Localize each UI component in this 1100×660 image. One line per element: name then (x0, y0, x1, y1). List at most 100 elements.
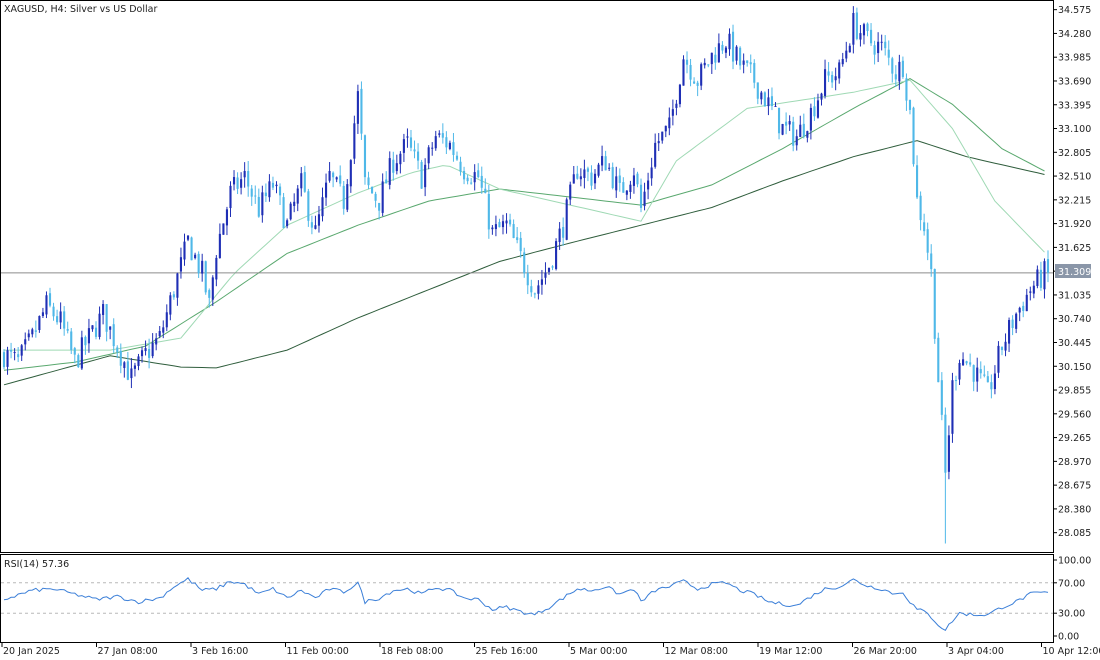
candle-body (87, 328, 90, 344)
time-tick-label: 19 Mar 12:00 (759, 646, 822, 657)
price-tick-label: 30.740 (1058, 314, 1091, 325)
candle-body (671, 109, 674, 116)
candle-body (565, 199, 568, 240)
candle-body (572, 174, 575, 184)
candle-body (678, 84, 682, 105)
candle-body (335, 177, 338, 180)
candle-body (756, 82, 759, 99)
candle-body (654, 142, 657, 167)
candle-body (735, 46, 738, 61)
candle-body (480, 175, 483, 188)
candle-body (392, 159, 395, 173)
candle-body (930, 253, 933, 270)
candle-body (225, 209, 229, 226)
candle-body (622, 182, 625, 193)
rsi-line (3, 577, 1049, 631)
candle-body (91, 325, 94, 330)
candle-body (823, 69, 827, 96)
candle-body (169, 295, 172, 315)
candle-body (650, 167, 653, 179)
candle-body (59, 311, 62, 323)
candle-body (324, 182, 328, 198)
candle-body (215, 257, 218, 280)
rsi-tick-label: 0.00 (1058, 632, 1079, 643)
candle-body (98, 313, 101, 337)
candle-body (257, 196, 260, 217)
candle-body (512, 224, 515, 238)
candle-body (84, 336, 87, 346)
candle-body (586, 168, 589, 172)
candle-body (979, 369, 982, 374)
candle-body (958, 362, 961, 380)
candle-body (884, 41, 887, 49)
candle-body (268, 181, 271, 198)
price-tick-label: 34.575 (1058, 5, 1091, 16)
candle-body (10, 350, 13, 352)
time-tick-label: 10 Apr 12:00 (1043, 646, 1100, 657)
candle-body (986, 376, 989, 383)
candle-body (523, 252, 526, 274)
candle-body (834, 76, 837, 81)
rsi-tick-label: 30.00 (1058, 609, 1085, 620)
candle-body (204, 261, 207, 293)
candle-body (951, 380, 954, 434)
current-price-tag (1055, 264, 1091, 278)
candle-body (190, 237, 193, 261)
candle-body (162, 327, 165, 333)
candle-body (969, 362, 972, 365)
candle-body (126, 361, 129, 380)
candle-body (604, 156, 607, 171)
candle-body (2, 352, 6, 368)
candle-body (201, 260, 204, 274)
candle-body (873, 45, 876, 55)
candle-body (123, 362, 126, 368)
candle-body (342, 185, 345, 209)
candle-body (717, 43, 720, 63)
candle-body (1008, 320, 1011, 344)
candle-body (816, 100, 820, 118)
candle-body (70, 331, 73, 350)
candle-body (962, 359, 965, 366)
candle-body (441, 133, 444, 138)
candle-body (289, 203, 292, 220)
candle-body (1018, 307, 1021, 313)
candle-body (34, 330, 37, 332)
candle-body (944, 414, 947, 473)
price-tick-label: 31.920 (1058, 219, 1091, 230)
candle-body (576, 173, 579, 179)
candle-body (696, 82, 699, 86)
candle-body (179, 257, 183, 272)
candle-body (186, 235, 190, 240)
candle-body (431, 147, 434, 149)
candle-body (693, 81, 696, 84)
candle-body (232, 177, 236, 185)
candlestick-series (2, 6, 1050, 544)
chart-title: XAGUSD, H4: Silver vs US Dollar (4, 4, 157, 15)
candle-body (831, 74, 834, 83)
candle-body (555, 241, 558, 269)
candle-body (990, 382, 993, 390)
candle-body (349, 160, 352, 187)
candle-body (278, 186, 282, 196)
candle-body (286, 220, 289, 227)
candle-body (20, 345, 23, 356)
candle-body (703, 62, 706, 66)
candle-body (898, 61, 901, 82)
candle-body (197, 253, 200, 274)
price-tick-label: 33.395 (1058, 100, 1091, 111)
candle-body (27, 333, 30, 338)
candle-body (905, 78, 908, 101)
candle-body (919, 195, 922, 221)
candle-body (802, 123, 805, 137)
candle-body (466, 177, 469, 182)
candle-body (731, 31, 735, 62)
candle-body (954, 380, 958, 382)
candle-body (41, 312, 44, 316)
time-tick-label: 27 Jan 08:00 (98, 646, 158, 657)
candle-body (328, 171, 331, 181)
candle-body (459, 161, 462, 172)
price-tick-label: 28.675 (1058, 481, 1091, 492)
candle-body (519, 237, 522, 252)
current-price-label: 31.309 (1058, 267, 1091, 278)
candle-body (887, 49, 890, 58)
